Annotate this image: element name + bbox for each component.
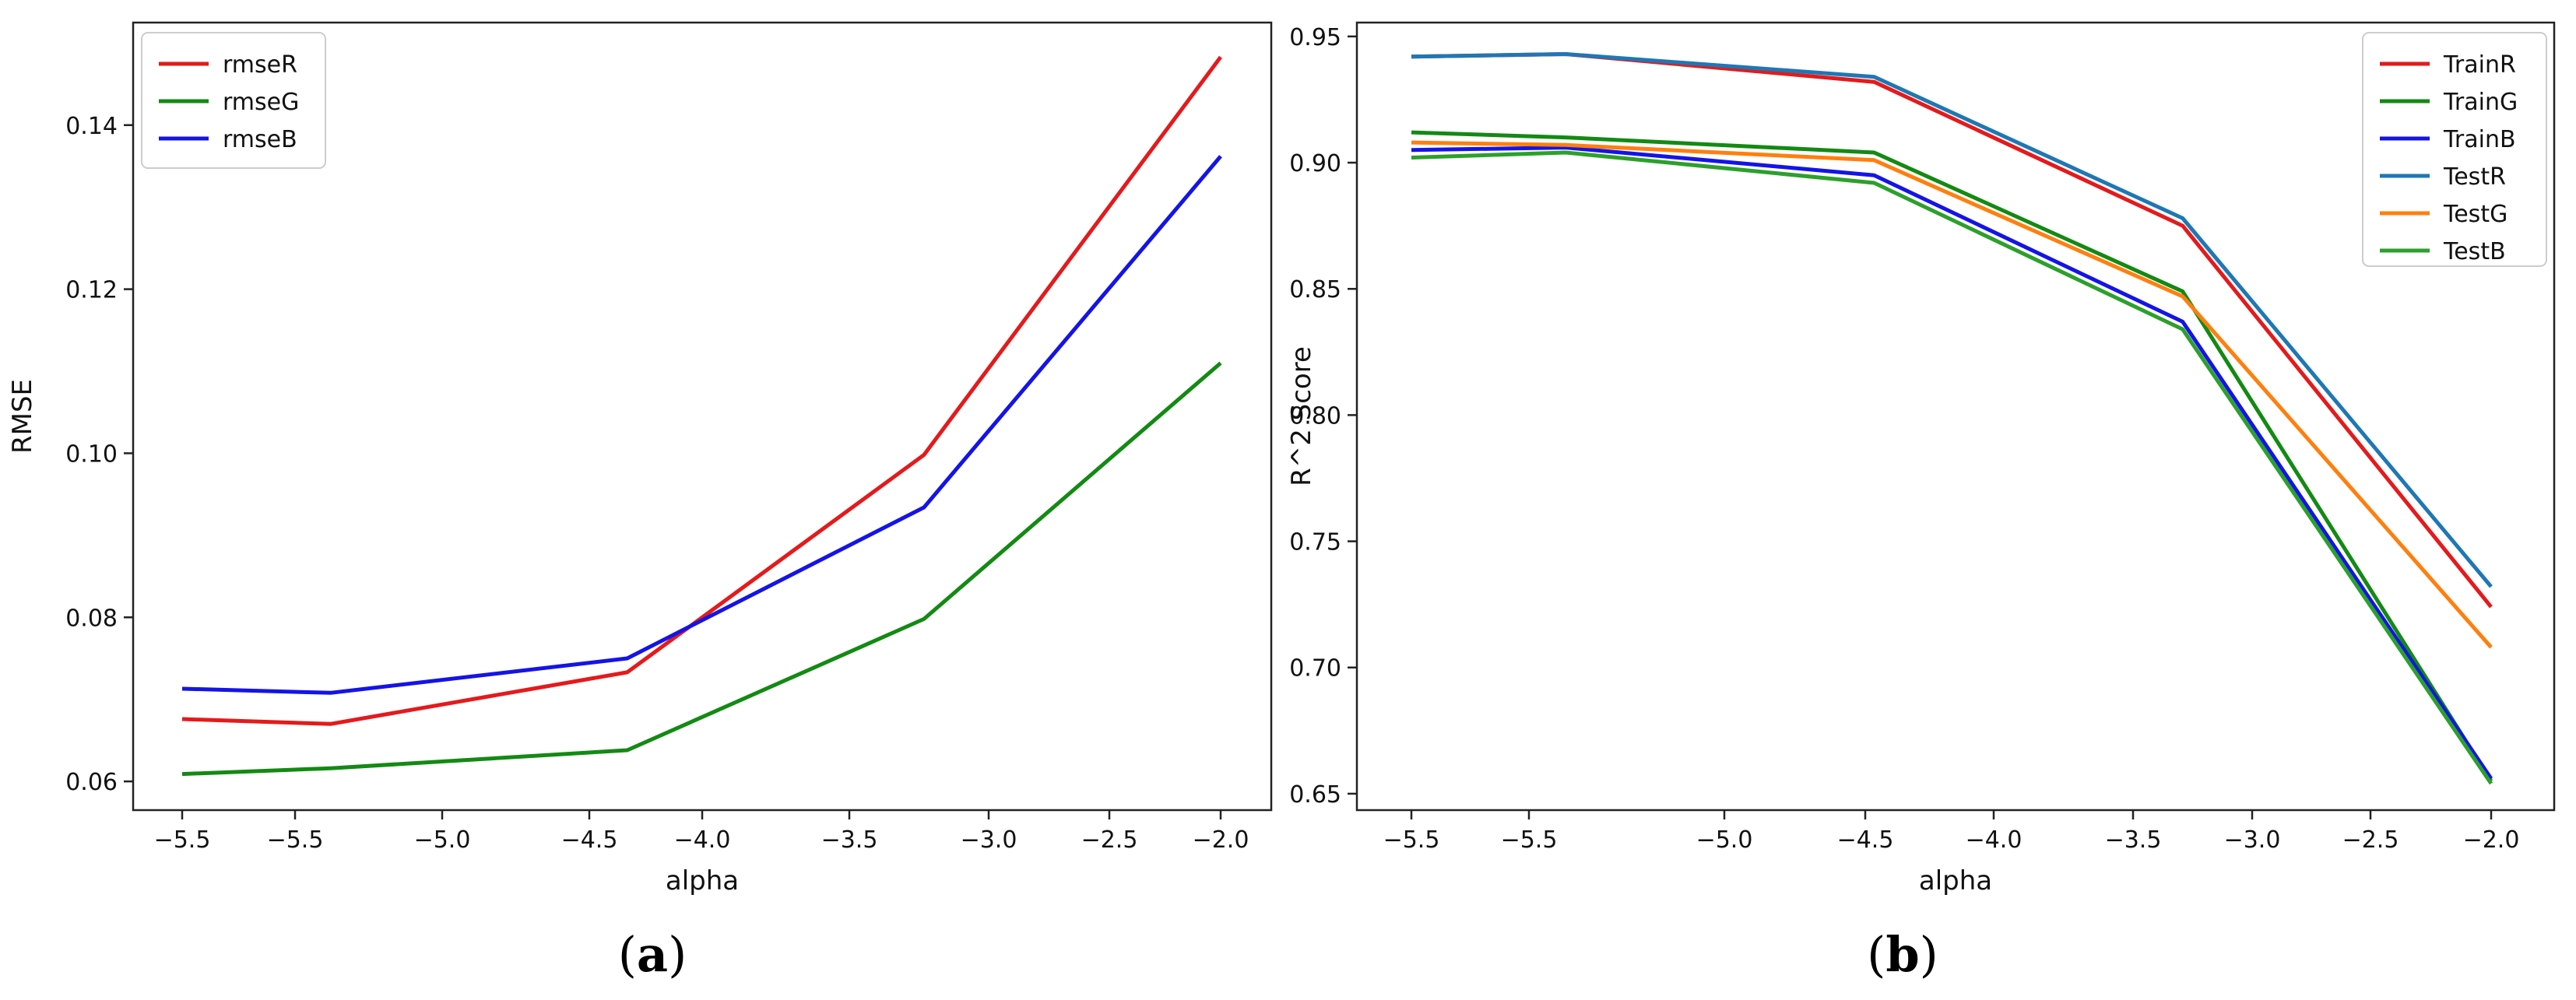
y-tick-label: 0.75 bbox=[1289, 529, 1341, 556]
series-line-traing bbox=[1411, 130, 2493, 783]
x-axis-label: alpha bbox=[666, 865, 739, 896]
x-tick-label: −4.0 bbox=[1966, 826, 2022, 854]
panel-label-close-paren: ) bbox=[1920, 926, 1938, 983]
series-line-testg bbox=[1411, 140, 2493, 649]
y-tick-label: 0.10 bbox=[65, 440, 118, 468]
x-tick-label: −5.5 bbox=[1383, 826, 1440, 854]
x-tick-label: −2.0 bbox=[1193, 826, 1249, 854]
panel-label: (b) bbox=[1867, 926, 1938, 983]
y-tick-label: 0.85 bbox=[1289, 276, 1341, 304]
legend-label-trainb: TrainB bbox=[2443, 126, 2516, 153]
y-axis-label: R^2 Score bbox=[1286, 346, 1317, 486]
y-tick-label: 0.95 bbox=[1289, 24, 1341, 51]
x-tick-label: −5.0 bbox=[414, 826, 471, 854]
y-tick-label: 0.70 bbox=[1289, 655, 1341, 682]
series-line-rmser bbox=[181, 55, 1223, 726]
y-axis-label: RMSE bbox=[7, 379, 38, 454]
x-tick-label: −3.0 bbox=[2224, 826, 2281, 854]
x-tick-label: −5.5 bbox=[1501, 826, 1558, 854]
series-line-testb bbox=[1411, 150, 2493, 785]
legend-label-trainr: TrainR bbox=[2443, 51, 2516, 79]
x-axis-label: alpha bbox=[1919, 865, 1992, 896]
panel-label: (a) bbox=[618, 926, 687, 983]
y-tick-label: 0.06 bbox=[65, 769, 118, 796]
y-tick-label: 0.12 bbox=[65, 277, 118, 304]
legend-label-rmser: rmseR bbox=[223, 51, 297, 79]
y-tick-label: 0.14 bbox=[65, 113, 118, 140]
series-line-rmseb bbox=[181, 155, 1222, 695]
y-tick-label: 0.80 bbox=[1289, 402, 1341, 430]
x-tick-label: −4.5 bbox=[561, 826, 618, 854]
legend-label-testb: TestB bbox=[2443, 238, 2506, 265]
x-tick-label: −3.0 bbox=[961, 826, 1017, 854]
y-tick-label: 0.90 bbox=[1289, 150, 1341, 177]
x-tick-label: −2.0 bbox=[2463, 826, 2520, 854]
plot-frame bbox=[1355, 21, 2556, 812]
panel-label-open-paren: ( bbox=[1867, 926, 1885, 983]
panel-label-close-paren: ) bbox=[668, 926, 687, 983]
panel-label-open-paren: ( bbox=[618, 926, 637, 983]
legend-label-rmseb: rmseB bbox=[223, 126, 297, 153]
x-tick-label: −3.5 bbox=[821, 826, 878, 854]
legend-label-testg: TestG bbox=[2443, 201, 2507, 228]
y-tick-label: 0.08 bbox=[65, 605, 118, 632]
series-line-rmseg bbox=[181, 361, 1222, 777]
panel-label-letter: b bbox=[1885, 926, 1919, 983]
legend: rmseR rmseG rmseB bbox=[141, 32, 326, 169]
x-tick-label: −4.5 bbox=[1837, 826, 1894, 854]
legend-label-traing: TrainG bbox=[2443, 89, 2518, 116]
legend-box bbox=[141, 32, 326, 169]
legend: TrainR TrainG TrainB TestR TestG TestB bbox=[2362, 32, 2547, 267]
panel-label-letter: a bbox=[637, 926, 668, 983]
chart-panel-b: −5.5 −5.5 −5.0 −4.5 −4.0 −3.5 −3.0 −2.5 −2.0 0.65… bbox=[1286, 21, 2556, 983]
x-tick-label: −2.5 bbox=[1081, 826, 1138, 854]
legend-label-rmseg: rmseG bbox=[223, 89, 299, 116]
x-tick-label: −2.5 bbox=[2342, 826, 2399, 854]
y-tick-label: 0.65 bbox=[1289, 781, 1341, 809]
x-tick-label: −3.5 bbox=[2105, 826, 2162, 854]
x-tick-label: −4.0 bbox=[674, 826, 731, 854]
legend-label-testr: TestR bbox=[2443, 163, 2506, 191]
legend-box bbox=[2362, 32, 2547, 267]
series-line-trainb bbox=[1411, 146, 2493, 780]
x-tick-label: −5.0 bbox=[1696, 826, 1753, 854]
chart-panel-a: −5.5 −5.5 −5.0 −4.5 −4.0 −3.5 −3.0 −2.5 −2.0 0.06… bbox=[7, 21, 1273, 983]
x-tick-label: −5.5 bbox=[154, 826, 211, 854]
series-line-testr bbox=[1411, 52, 2493, 588]
x-tick-label: −5.5 bbox=[267, 826, 324, 854]
